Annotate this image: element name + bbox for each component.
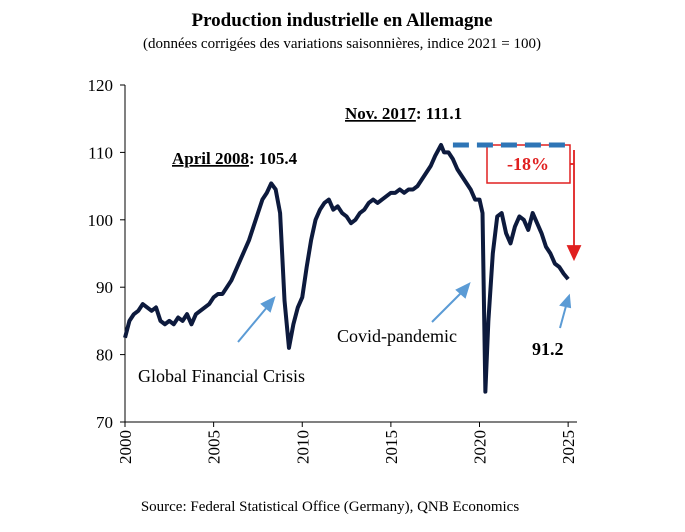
peak-date: Nov. 2017: [345, 104, 416, 123]
series-line: [123, 142, 570, 394]
arrow-head: [260, 296, 276, 313]
y-tick-label: 80: [96, 346, 113, 365]
x-tick-label: 2010: [293, 430, 312, 464]
y-tick-label: 70: [96, 413, 113, 432]
arrow: [237, 305, 269, 343]
peak-value: : 105.4: [249, 149, 298, 168]
x-tick-label: 2025: [559, 430, 578, 464]
peak-value: : 111.1: [416, 104, 462, 123]
arrows: [237, 282, 572, 343]
drop-arrow: [566, 150, 582, 262]
y-tick-label: 110: [88, 143, 113, 162]
arrow-head: [455, 282, 471, 299]
y-tick-label: 100: [88, 211, 114, 230]
source: Source: Federal Statistical Office (Germ…: [141, 499, 520, 515]
chart-subtitle: (données corrigées des variations saison…: [143, 36, 541, 52]
x-tick-label: 2000: [116, 430, 135, 464]
y-tick-label: 120: [88, 76, 114, 95]
arrow-head: [566, 245, 582, 262]
y-tick-label: 90: [96, 278, 113, 297]
change-label: -18%: [507, 154, 549, 174]
x-tick-label: 2005: [205, 430, 224, 464]
arrow-head: [559, 293, 572, 309]
arrow: [431, 291, 463, 323]
arrow: [559, 305, 567, 329]
annotation: Global Financial Crisis: [138, 366, 305, 386]
annotation: 91.2: [532, 339, 564, 359]
chart-title: Production industrielle en Allemagne: [191, 10, 492, 31]
x-tick-label: 2015: [382, 430, 401, 464]
peak-date: April 2008: [172, 149, 249, 168]
x-tick-label: 2020: [471, 430, 490, 464]
peak-annotation: Nov. 2017: 111.1: [345, 104, 462, 123]
peak-annotation: April 2008: 105.4: [172, 149, 298, 168]
annotation: Covid-pandemic: [337, 326, 457, 346]
